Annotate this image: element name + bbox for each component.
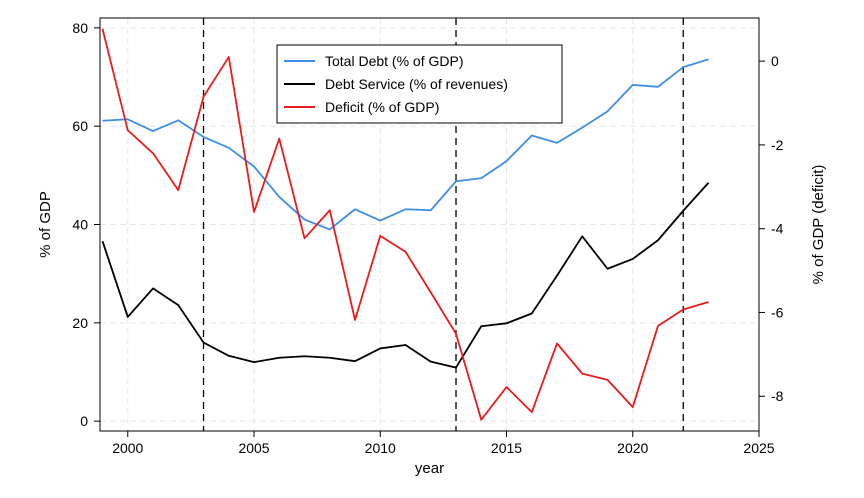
axes: 2000 2005 2010 2015 2020 2025 0 20 40 60 80 -8 -6 -4 -… [72,20,783,456]
y-tick-label-right: -2 [771,137,784,153]
x-tick-label: 2025 [743,440,774,456]
series-line-debt-service [101,182,710,369]
y-tick-label-left: 20 [72,315,88,331]
y-tick-label-right: -8 [771,388,784,404]
reference-vlines [202,18,684,431]
y-axis-title-right: % of GDP (deficit) [810,165,827,285]
legend-box [276,44,563,124]
y-tick-label-right: -6 [771,304,784,320]
legend-label: Deficit (% of GDP) [325,99,439,115]
x-tick-label: 2000 [112,440,143,456]
y-tick-label-left: 40 [72,217,88,233]
x-axis-title: year [415,460,444,477]
x-tick-label: 2010 [365,440,396,456]
x-tick-label: 2020 [617,440,648,456]
x-tick-label: 2005 [238,440,269,456]
y-tick-label-left: 80 [72,20,88,36]
y-tick-label-left: 0 [80,413,88,429]
legend-label: Debt Service (% of revenues) [325,76,508,92]
y-tick-label-right: 0 [771,53,779,69]
series-line-total-debt [102,58,709,231]
y-tick-label-left: 60 [72,118,88,134]
series-line-deficit [101,28,709,421]
legend: Total Debt (% of GDP) Debt Service (% of … [276,44,563,124]
series-lines [101,28,710,421]
y-tick-label-right: -4 [771,221,784,237]
legend-label: Total Debt (% of GDP) [325,53,464,69]
y-axis-title-left: % of GDP [37,191,54,258]
x-tick-label: 2015 [491,440,522,456]
